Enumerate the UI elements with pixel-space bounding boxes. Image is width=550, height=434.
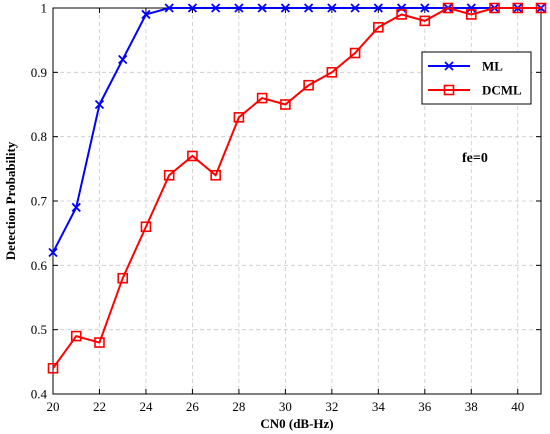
dcml-data-point — [349, 47, 361, 59]
annotation-label: fe=0 — [462, 151, 488, 166]
x-tick-label: 32 — [325, 399, 338, 414]
dcml-data-point — [210, 169, 221, 181]
dcml-data-point — [94, 337, 105, 348]
x-tick-label: 36 — [418, 399, 432, 414]
dcml-data-point — [396, 9, 407, 20]
y-tick-label: 0.4 — [31, 387, 48, 402]
ml-data-point — [141, 9, 151, 20]
ml-data-point — [420, 3, 430, 13]
ml-data-point — [280, 3, 291, 13]
dcml-data-point — [303, 79, 314, 91]
x-tick-label: 20 — [47, 399, 60, 414]
dcml-data-point — [140, 221, 152, 233]
dcml-data-point — [256, 92, 268, 104]
dcml-data-point — [489, 2, 500, 14]
dcml-data-point — [373, 21, 384, 33]
dcml-data-point — [326, 67, 338, 78]
series-layer — [47, 2, 547, 374]
x-tick-label: 30 — [279, 399, 292, 414]
dcml-series-line — [52, 6, 541, 369]
legend-dcml-marker — [443, 84, 455, 96]
legend-dcml-label: DCML — [482, 83, 522, 98]
x-tick-label: 38 — [465, 399, 478, 414]
dcml-data-point — [47, 362, 59, 374]
ml-data-point — [303, 3, 314, 13]
x-tick-label: 34 — [372, 399, 386, 414]
x-tick-label: 26 — [186, 399, 200, 414]
dcml-data-point — [280, 99, 291, 110]
y-tick-label: 0.7 — [31, 194, 48, 209]
ml-data-point — [164, 3, 174, 13]
x-tick-label: 40 — [511, 399, 524, 414]
dcml-data-point — [163, 169, 175, 181]
ml-data-point — [373, 3, 383, 13]
legend-items: ML DCML — [428, 59, 522, 98]
dcml-data-point — [233, 112, 245, 123]
dcml-data-point — [442, 2, 454, 14]
x-tick-label: 28 — [232, 399, 245, 414]
dcml-data-point — [187, 150, 198, 162]
legend-ml-label: ML — [482, 59, 503, 74]
ml-data-point — [234, 3, 244, 13]
ml-series-line — [52, 7, 541, 253]
y-tick-label: 1 — [41, 1, 48, 16]
tick-layer: 20 22 24 26 28 30 32 34 36 38 40 0.4 0.5 0.6 0.7 0.8 0.9… — [31, 1, 541, 414]
ml-data-point — [327, 3, 337, 13]
y-tick-label: 0.8 — [31, 129, 47, 144]
ml-data-point — [257, 3, 267, 13]
dcml-data-point — [535, 2, 547, 14]
ml-data-point — [187, 3, 198, 13]
ml-data-point — [71, 202, 81, 213]
legend-ml-marker — [444, 61, 454, 71]
dcml-data-point — [512, 2, 524, 14]
dcml-data-point — [419, 15, 431, 27]
x-tick-label: 22 — [93, 399, 106, 414]
ml-data-point — [48, 247, 58, 258]
y-tick-label: 0.6 — [31, 258, 48, 273]
y-tick-label: 0.9 — [31, 65, 47, 80]
y-axis-label: Detection Probability — [3, 141, 18, 260]
dcml-data-point — [465, 9, 477, 20]
ml-data-point — [94, 99, 105, 110]
ml-data-point — [118, 54, 128, 65]
x-axis-label: CN0 (dB-Hz) — [260, 416, 333, 431]
legend: ML DCML — [421, 51, 532, 105]
dcml-data-point — [117, 272, 129, 284]
y-tick-label: 0.5 — [31, 322, 47, 337]
ml-data-point — [350, 3, 360, 13]
ml-data-point — [211, 3, 221, 13]
x-tick-label: 24 — [139, 399, 153, 414]
legend-box — [421, 51, 532, 105]
dcml-data-point — [70, 330, 82, 342]
